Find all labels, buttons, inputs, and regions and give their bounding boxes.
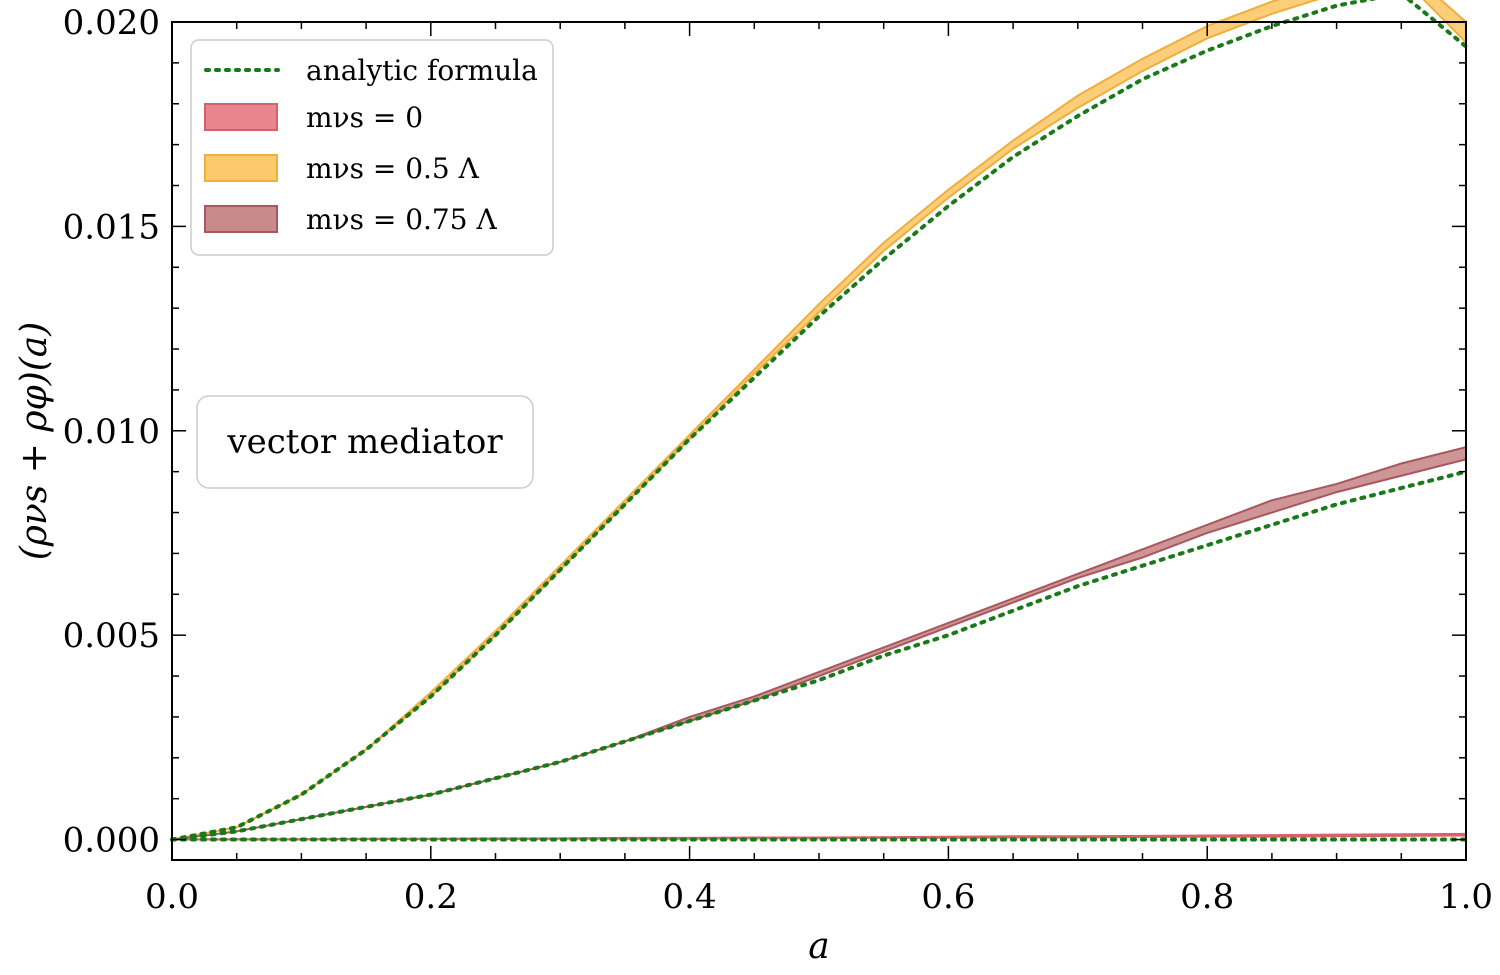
- x-tick-label: 0.2: [404, 877, 458, 917]
- x-tick-label: 0.8: [1180, 877, 1234, 917]
- x-tick-label: 0.4: [663, 877, 717, 917]
- y-tick-label: 0.015: [63, 207, 160, 247]
- legend: analytic formula mνs = 0 mνs = 0.5 Λ mνs…: [190, 39, 554, 256]
- legend-swatch-m05: [204, 154, 278, 182]
- annotation-box: vector mediator: [196, 395, 534, 489]
- x-tick-label: 1.0: [1439, 877, 1493, 917]
- annotation-text: vector mediator: [226, 422, 503, 462]
- y-axis-label: (ρνs + ρφ)(a): [14, 322, 55, 561]
- y-tick-label: 0.005: [63, 616, 160, 656]
- legend-swatch-m075: [204, 205, 278, 233]
- band-2: [171, 445, 1467, 841]
- annotation-frame: [196, 395, 534, 489]
- legend-swatch-m0: [204, 103, 278, 131]
- legend-label-m0: mνs = 0: [306, 101, 423, 134]
- x-axis-label: a: [808, 926, 829, 967]
- legend-label-m05: mνs = 0.5 Λ: [306, 152, 480, 185]
- tick-labels: 0.0 0.2 0.4 0.6 0.8 1.0 0.000 0.005 0.010 0.015 0.…: [63, 3, 1493, 917]
- y-tick-label: 0.010: [63, 412, 160, 452]
- x-tick-label: 0.0: [145, 877, 199, 917]
- y-tick-label: 0.000: [63, 821, 160, 861]
- analytic-line-1: [170, 0, 1468, 842]
- x-tick-label: 0.6: [921, 877, 975, 917]
- axis-ticks: [171, 21, 1467, 860]
- legend-label-analytic: analytic formula: [306, 54, 538, 87]
- y-tick-label: 0.020: [63, 3, 160, 43]
- legend-box: [190, 39, 554, 256]
- legend-label-m075: mνs = 0.75 Λ: [306, 203, 497, 236]
- analytic-lines: [170, 0, 1468, 842]
- analytic-line-2: [170, 469, 1468, 842]
